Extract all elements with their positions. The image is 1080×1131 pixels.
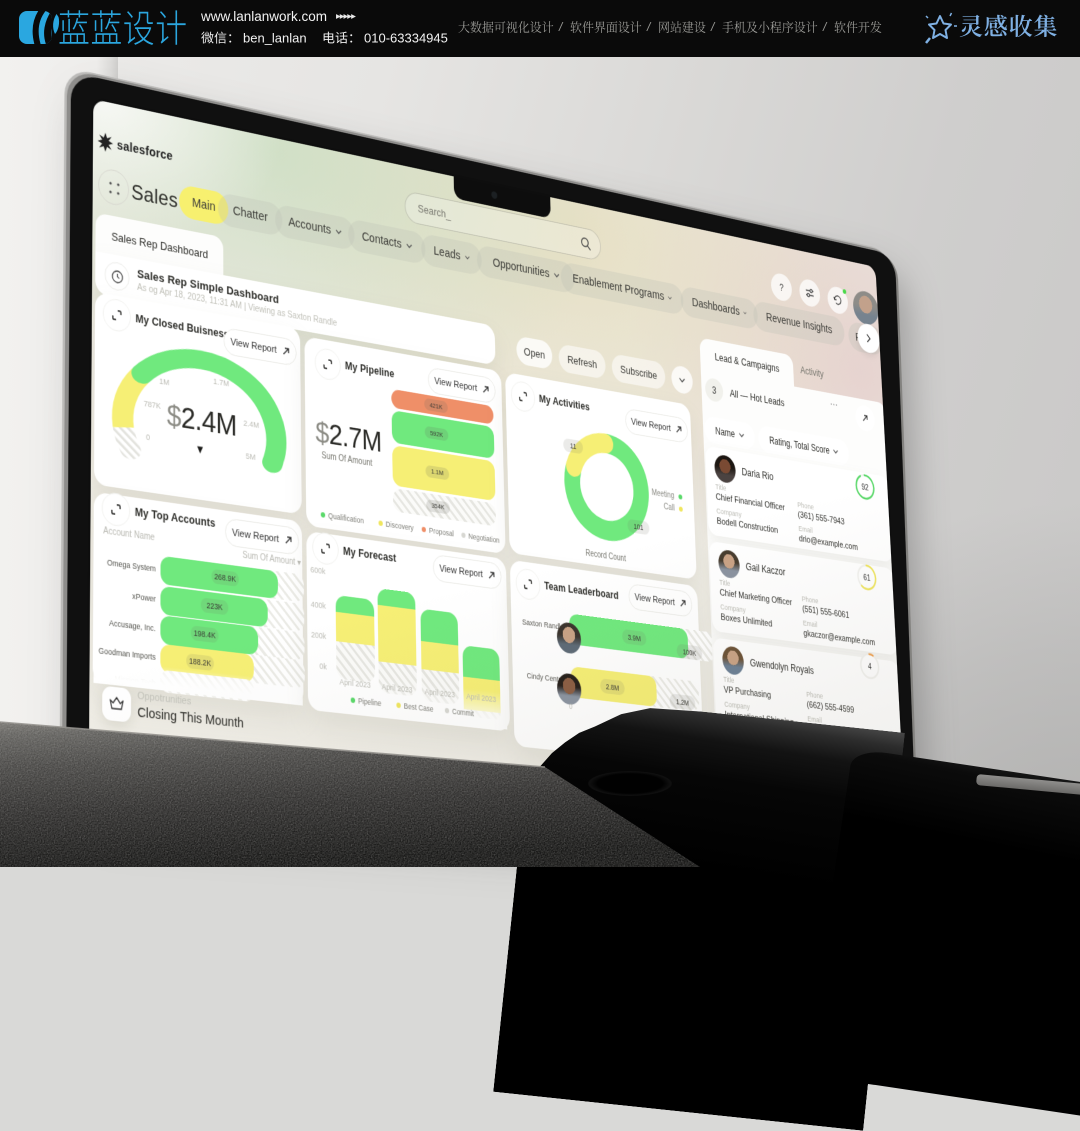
svg-text:salesforce: salesforce [117, 138, 173, 164]
svg-text:4: 4 [868, 661, 872, 671]
svg-text:ben_lanlan: ben_lanlan [243, 31, 307, 46]
svg-text:61: 61 [863, 572, 871, 583]
svg-text:010-63334945: 010-63334945 [364, 31, 448, 46]
svg-text:92: 92 [861, 482, 869, 493]
